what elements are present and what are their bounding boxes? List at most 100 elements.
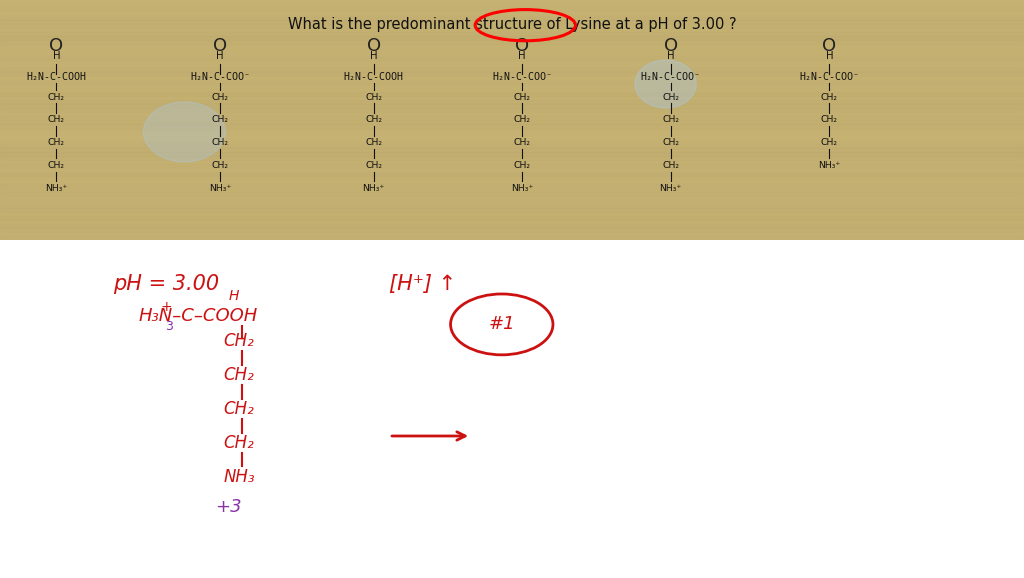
Text: CH₂: CH₂ bbox=[663, 116, 679, 124]
Text: H: H bbox=[370, 51, 378, 61]
Bar bbox=[0, 224, 1024, 228]
Bar bbox=[0, 208, 1024, 212]
Text: CH₂: CH₂ bbox=[821, 116, 838, 124]
Text: CH₂: CH₂ bbox=[514, 138, 530, 147]
Text: O: O bbox=[822, 36, 837, 54]
Text: CH₂: CH₂ bbox=[663, 138, 679, 147]
Bar bbox=[0, 60, 1024, 64]
Text: O: O bbox=[515, 36, 529, 54]
Bar bbox=[0, 184, 1024, 188]
Bar bbox=[0, 28, 1024, 32]
Bar bbox=[0, 92, 1024, 96]
Text: NH₃⁺: NH₃⁺ bbox=[209, 184, 231, 193]
Bar bbox=[0, 216, 1024, 220]
Text: O: O bbox=[49, 36, 63, 54]
Text: CH₂: CH₂ bbox=[366, 138, 382, 147]
Bar bbox=[0, 212, 1024, 216]
Text: CH₂: CH₂ bbox=[514, 161, 530, 170]
Text: CH₂: CH₂ bbox=[48, 138, 65, 147]
Text: O: O bbox=[367, 36, 381, 54]
Text: CH₂: CH₂ bbox=[366, 116, 382, 124]
Bar bbox=[0, 52, 1024, 56]
Bar bbox=[0, 128, 1024, 132]
Text: CH₂: CH₂ bbox=[48, 92, 65, 102]
Text: H₂N-C-COO⁻: H₂N-C-COO⁻ bbox=[190, 72, 250, 81]
Bar bbox=[0, 192, 1024, 196]
Bar bbox=[0, 144, 1024, 148]
Bar bbox=[0, 168, 1024, 172]
Bar bbox=[0, 236, 1024, 240]
Text: CH₂: CH₂ bbox=[514, 92, 530, 102]
Text: H: H bbox=[52, 51, 60, 61]
Bar bbox=[0, 64, 1024, 68]
Text: CH₂: CH₂ bbox=[212, 92, 228, 102]
Bar bbox=[0, 0, 1024, 4]
Bar bbox=[0, 172, 1024, 176]
Bar bbox=[0, 200, 1024, 204]
Text: NH₃⁺: NH₃⁺ bbox=[362, 184, 385, 193]
Bar bbox=[0, 204, 1024, 208]
Text: H: H bbox=[825, 51, 834, 61]
Bar bbox=[0, 68, 1024, 72]
Text: CH₂: CH₂ bbox=[821, 138, 838, 147]
Bar bbox=[0, 108, 1024, 112]
Text: pH = 3.00: pH = 3.00 bbox=[113, 273, 219, 294]
Text: O: O bbox=[213, 36, 227, 54]
Bar bbox=[0, 76, 1024, 80]
Bar bbox=[0, 176, 1024, 180]
Text: What is the predominant structure of Lysine at a pH of 3.00 ?: What is the predominant structure of Lys… bbox=[288, 17, 736, 32]
Text: CH₂: CH₂ bbox=[48, 161, 65, 170]
Bar bbox=[0, 20, 1024, 24]
Bar bbox=[0, 40, 1024, 44]
Bar bbox=[0, 132, 1024, 136]
Text: H: H bbox=[518, 51, 526, 61]
Bar bbox=[0, 36, 1024, 40]
Bar bbox=[0, 160, 1024, 164]
Text: 3: 3 bbox=[165, 320, 173, 332]
Bar bbox=[0, 116, 1024, 120]
Bar bbox=[0, 112, 1024, 116]
Text: CH₂: CH₂ bbox=[366, 161, 382, 170]
Text: #1: #1 bbox=[488, 316, 515, 334]
Bar bbox=[0, 196, 1024, 200]
Ellipse shape bbox=[143, 102, 225, 162]
Bar bbox=[0, 32, 1024, 36]
Bar bbox=[0, 120, 1024, 124]
Text: CH₂: CH₂ bbox=[223, 434, 254, 452]
Text: H₂N-C-COOH: H₂N-C-COOH bbox=[27, 72, 86, 81]
Text: CH₂: CH₂ bbox=[212, 138, 228, 147]
Bar bbox=[0, 12, 1024, 16]
Text: CH₂: CH₂ bbox=[821, 92, 838, 102]
Text: CH₂: CH₂ bbox=[514, 116, 530, 124]
Text: H: H bbox=[667, 51, 675, 61]
Bar bbox=[0, 104, 1024, 108]
Bar bbox=[0, 164, 1024, 168]
Text: CH₂: CH₂ bbox=[212, 161, 228, 170]
Bar bbox=[0, 8, 1024, 12]
Bar bbox=[0, 148, 1024, 152]
Text: CH₂: CH₂ bbox=[223, 366, 254, 384]
Text: O: O bbox=[664, 36, 678, 54]
Bar bbox=[0, 188, 1024, 192]
FancyArrowPatch shape bbox=[392, 432, 465, 440]
Text: +: + bbox=[160, 301, 172, 314]
Bar bbox=[0, 232, 1024, 236]
Bar bbox=[0, 228, 1024, 232]
Bar bbox=[0, 72, 1024, 76]
Bar bbox=[0, 56, 1024, 60]
Text: CH₂: CH₂ bbox=[212, 116, 228, 124]
Text: CH₂: CH₂ bbox=[663, 92, 679, 102]
Text: H: H bbox=[216, 51, 224, 61]
Ellipse shape bbox=[635, 60, 696, 108]
Bar bbox=[0, 48, 1024, 52]
Bar bbox=[0, 96, 1024, 100]
Text: CH₂: CH₂ bbox=[223, 400, 254, 418]
Bar bbox=[0, 44, 1024, 48]
Text: NH₃⁺: NH₃⁺ bbox=[659, 184, 682, 193]
Bar bbox=[0, 88, 1024, 92]
Text: CH₂: CH₂ bbox=[48, 116, 65, 124]
Bar bbox=[0, 84, 1024, 88]
Bar bbox=[0, 140, 1024, 144]
Text: CH₂: CH₂ bbox=[663, 161, 679, 170]
Text: NH₃⁺: NH₃⁺ bbox=[511, 184, 534, 193]
